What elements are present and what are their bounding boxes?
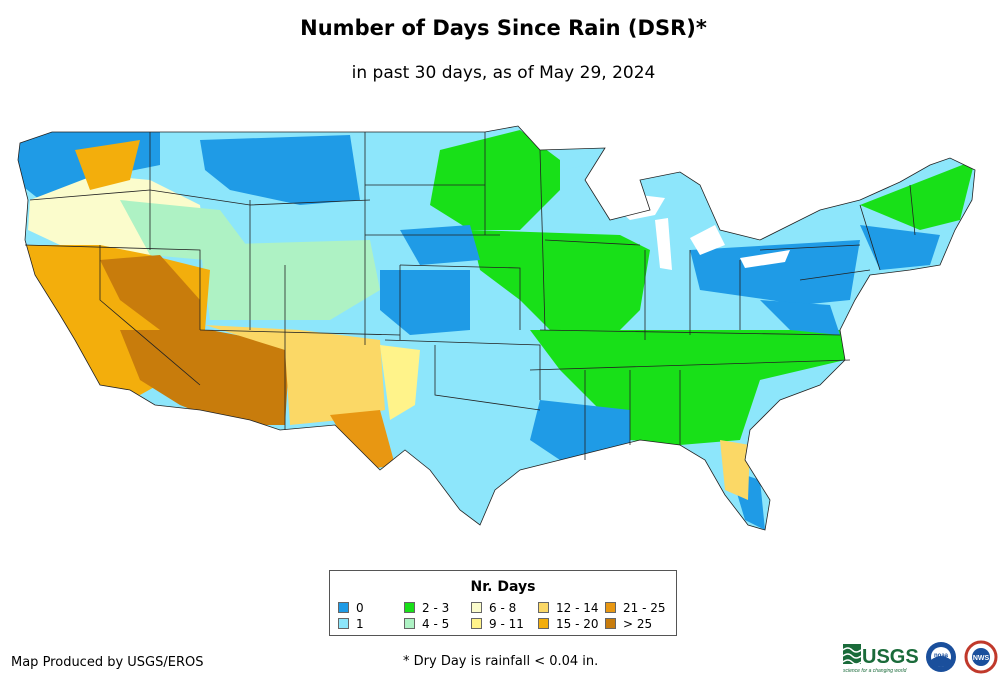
legend-swatch <box>605 602 616 613</box>
svg-text:noaa: noaa <box>934 653 949 659</box>
legend: Nr. Days 0 1 2 - 3 4 - 5 6 - 8 9 - 11 12… <box>329 570 677 636</box>
region-0-kansas <box>380 270 470 335</box>
dsr-fill-layer <box>18 126 975 530</box>
legend-swatch <box>338 602 349 613</box>
legend-swatch <box>338 618 349 629</box>
footnote: * Dry Day is rainfall < 0.04 in. <box>403 654 599 669</box>
svg-text:NWS: NWS <box>973 655 990 662</box>
legend-item: 9 - 11 <box>471 618 524 631</box>
region-0-ohio <box>690 240 860 305</box>
region-2-3-maine <box>860 160 975 230</box>
region-0-la <box>530 400 630 460</box>
legend-swatch <box>404 602 415 613</box>
legend-swatch <box>471 618 482 629</box>
region-4-5-central <box>200 240 380 320</box>
state-borders <box>17 125 976 531</box>
region-2-3-dakotas <box>430 130 560 230</box>
lake-huron <box>690 225 725 255</box>
svg-text:USGS: USGS <box>862 646 919 668</box>
region-0-va <box>760 300 840 335</box>
lake-superior <box>612 195 665 220</box>
region-21-25-wtx <box>330 410 395 470</box>
agency-logos: USGS science for a changing world noaa N… <box>843 640 998 674</box>
legend-item: > 25 <box>605 618 652 631</box>
legend-swatch <box>538 618 549 629</box>
svg-text:science for a changing world: science for a changing world <box>843 668 907 674</box>
region-15-20-oregon <box>75 140 140 190</box>
region-gt25-nevada <box>100 255 200 335</box>
legend-item: 6 - 8 <box>471 602 516 615</box>
legend-item: 1 <box>338 618 364 631</box>
legend-swatch <box>471 602 482 613</box>
noaa-logo: noaa <box>926 642 956 672</box>
map-credit: Map Produced by USGS/EROS <box>11 655 204 670</box>
region-12-14-nm <box>205 325 385 425</box>
region-0-montana <box>200 135 360 205</box>
region-9-11-nm <box>380 345 420 420</box>
legend-item: 0 <box>338 602 364 615</box>
map-subtitle: in past 30 days, as of May 29, 2024 <box>351 63 656 83</box>
legend-swatch <box>605 618 616 629</box>
map-title: Number of Days Since Rain (DSR)* <box>300 16 707 40</box>
lake-michigan <box>655 218 672 270</box>
region-0-ne <box>860 225 940 270</box>
legend-title: Nr. Days <box>470 579 536 595</box>
legend-swatch <box>404 618 415 629</box>
usgs-logo: USGS science for a changing world <box>843 644 919 674</box>
nws-logo: NWS <box>964 640 998 674</box>
legend-item: 2 - 3 <box>404 602 449 615</box>
region-12-14-fl <box>720 440 750 500</box>
region-2-3-midwest <box>470 230 650 340</box>
region-gt25-arizona <box>120 330 290 425</box>
legend-item: 21 - 25 <box>605 602 666 615</box>
legend-swatch <box>538 602 549 613</box>
legend-item: 12 - 14 <box>538 602 599 615</box>
legend-item: 15 - 20 <box>538 618 599 631</box>
legend-item: 4 - 5 <box>404 618 449 631</box>
lake-erie <box>740 250 790 268</box>
